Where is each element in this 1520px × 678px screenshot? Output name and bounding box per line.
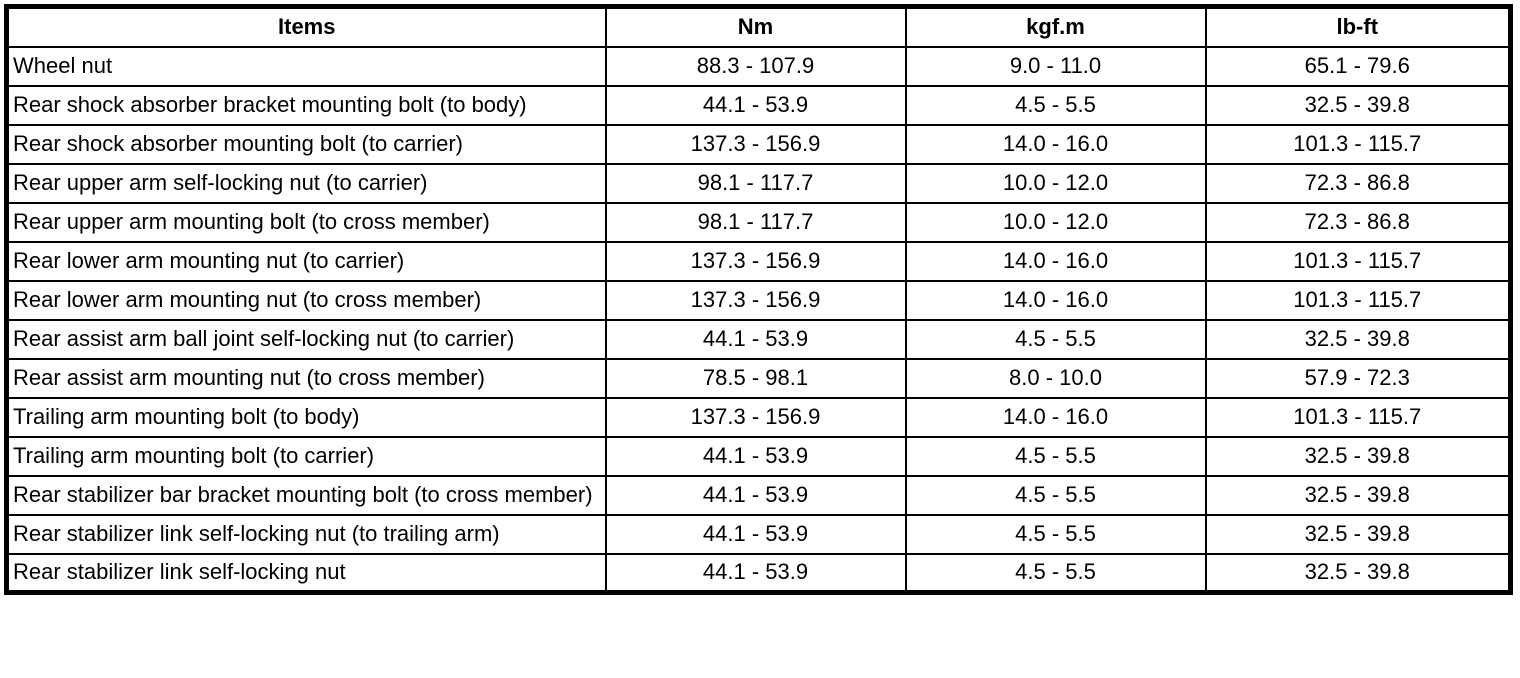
nm-cell: 44.1 - 53.9 (604, 513, 907, 555)
item-cell: Rear upper arm self-locking nut (to carr… (5, 162, 607, 204)
kgfm-cell: 4.5 - 5.5 (904, 435, 1207, 477)
item-cell: Wheel nut (5, 45, 607, 87)
item-cell: Rear stabilizer link self-locking nut (t… (5, 513, 607, 555)
kgfm-cell: 4.5 - 5.5 (904, 474, 1207, 516)
nm-cell: 44.1 - 53.9 (604, 474, 907, 516)
lbft-cell: 101.3 - 115.7 (1204, 279, 1512, 321)
kgfm-cell: 4.5 - 5.5 (904, 84, 1207, 126)
table-body: Wheel nut 88.3 - 107.9 9.0 - 11.0 65.1 - 79… (5, 45, 1512, 594)
table-header: Items Nm kgf.m lb-ft (5, 5, 1512, 48)
column-header-lbft: lb-ft (1204, 5, 1512, 48)
lbft-cell: 32.5 - 39.8 (1204, 474, 1512, 516)
table-row: Rear lower arm mounting nut (to carrier)… (5, 240, 1512, 282)
kgfm-cell: 14.0 - 16.0 (904, 396, 1207, 438)
nm-cell: 98.1 - 117.7 (604, 162, 907, 204)
lbft-cell: 72.3 - 86.8 (1204, 201, 1512, 243)
table-row: Rear stabilizer bar bracket mounting bol… (5, 474, 1512, 516)
torque-spec-table: Items Nm kgf.m lb-ft Wheel nut 88.3 - 107… (4, 4, 1513, 595)
kgfm-cell: 8.0 - 10.0 (904, 357, 1207, 399)
header-row: Items Nm kgf.m lb-ft (5, 5, 1512, 48)
table-row: Rear shock absorber bracket mounting bol… (5, 84, 1512, 126)
lbft-cell: 57.9 - 72.3 (1204, 357, 1512, 399)
nm-cell: 44.1 - 53.9 (604, 318, 907, 360)
column-header-kgfm: kgf.m (904, 5, 1207, 48)
item-cell: Rear assist arm ball joint self-locking … (5, 318, 607, 360)
item-cell: Rear lower arm mounting nut (to cross me… (5, 279, 607, 321)
item-cell: Rear stabilizer link self-locking nut (5, 552, 607, 594)
table-row: Rear assist arm mounting nut (to cross m… (5, 357, 1512, 399)
nm-cell: 44.1 - 53.9 (604, 552, 907, 594)
column-header-nm: Nm (604, 5, 907, 48)
kgfm-cell: 9.0 - 11.0 (904, 45, 1207, 87)
kgfm-cell: 14.0 - 16.0 (904, 123, 1207, 165)
kgfm-cell: 4.5 - 5.5 (904, 318, 1207, 360)
nm-cell: 137.3 - 156.9 (604, 279, 907, 321)
table-row: Rear upper arm mounting bolt (to cross m… (5, 201, 1512, 243)
table-row: Rear stabilizer link self-locking nut (t… (5, 513, 1512, 555)
lbft-cell: 72.3 - 86.8 (1204, 162, 1512, 204)
lbft-cell: 32.5 - 39.8 (1204, 318, 1512, 360)
nm-cell: 98.1 - 117.7 (604, 201, 907, 243)
nm-cell: 44.1 - 53.9 (604, 84, 907, 126)
item-cell: Rear shock absorber bracket mounting bol… (5, 84, 607, 126)
nm-cell: 78.5 - 98.1 (604, 357, 907, 399)
lbft-cell: 32.5 - 39.8 (1204, 552, 1512, 594)
kgfm-cell: 4.5 - 5.5 (904, 552, 1207, 594)
kgfm-cell: 10.0 - 12.0 (904, 162, 1207, 204)
kgfm-cell: 14.0 - 16.0 (904, 240, 1207, 282)
nm-cell: 44.1 - 53.9 (604, 435, 907, 477)
nm-cell: 137.3 - 156.9 (604, 123, 907, 165)
nm-cell: 137.3 - 156.9 (604, 396, 907, 438)
lbft-cell: 32.5 - 39.8 (1204, 84, 1512, 126)
table-row: Rear assist arm ball joint self-locking … (5, 318, 1512, 360)
item-cell: Rear stabilizer bar bracket mounting bol… (5, 474, 607, 516)
lbft-cell: 101.3 - 115.7 (1204, 123, 1512, 165)
table-row: Trailing arm mounting bolt (to body) 137.… (5, 396, 1512, 438)
table-row: Rear upper arm self-locking nut (to carr… (5, 162, 1512, 204)
kgfm-cell: 4.5 - 5.5 (904, 513, 1207, 555)
lbft-cell: 101.3 - 115.7 (1204, 240, 1512, 282)
item-cell: Rear shock absorber mounting bolt (to ca… (5, 123, 607, 165)
item-cell: Trailing arm mounting bolt (to body) (5, 396, 607, 438)
lbft-cell: 101.3 - 115.7 (1204, 396, 1512, 438)
item-cell: Trailing arm mounting bolt (to carrier) (5, 435, 607, 477)
lbft-cell: 65.1 - 79.6 (1204, 45, 1512, 87)
nm-cell: 137.3 - 156.9 (604, 240, 907, 282)
kgfm-cell: 14.0 - 16.0 (904, 279, 1207, 321)
table-row: Wheel nut 88.3 - 107.9 9.0 - 11.0 65.1 - 79… (5, 45, 1512, 87)
item-cell: Rear upper arm mounting bolt (to cross m… (5, 201, 607, 243)
nm-cell: 88.3 - 107.9 (604, 45, 907, 87)
table-row: Rear stabilizer link self-locking nut 44.… (5, 552, 1512, 594)
item-cell: Rear assist arm mounting nut (to cross m… (5, 357, 607, 399)
item-cell: Rear lower arm mounting nut (to carrier) (5, 240, 607, 282)
table-row: Trailing arm mounting bolt (to carrier) 4… (5, 435, 1512, 477)
lbft-cell: 32.5 - 39.8 (1204, 435, 1512, 477)
column-header-items: Items (5, 5, 607, 48)
table-row: Rear lower arm mounting nut (to cross me… (5, 279, 1512, 321)
lbft-cell: 32.5 - 39.8 (1204, 513, 1512, 555)
kgfm-cell: 10.0 - 12.0 (904, 201, 1207, 243)
table-row: Rear shock absorber mounting bolt (to ca… (5, 123, 1512, 165)
